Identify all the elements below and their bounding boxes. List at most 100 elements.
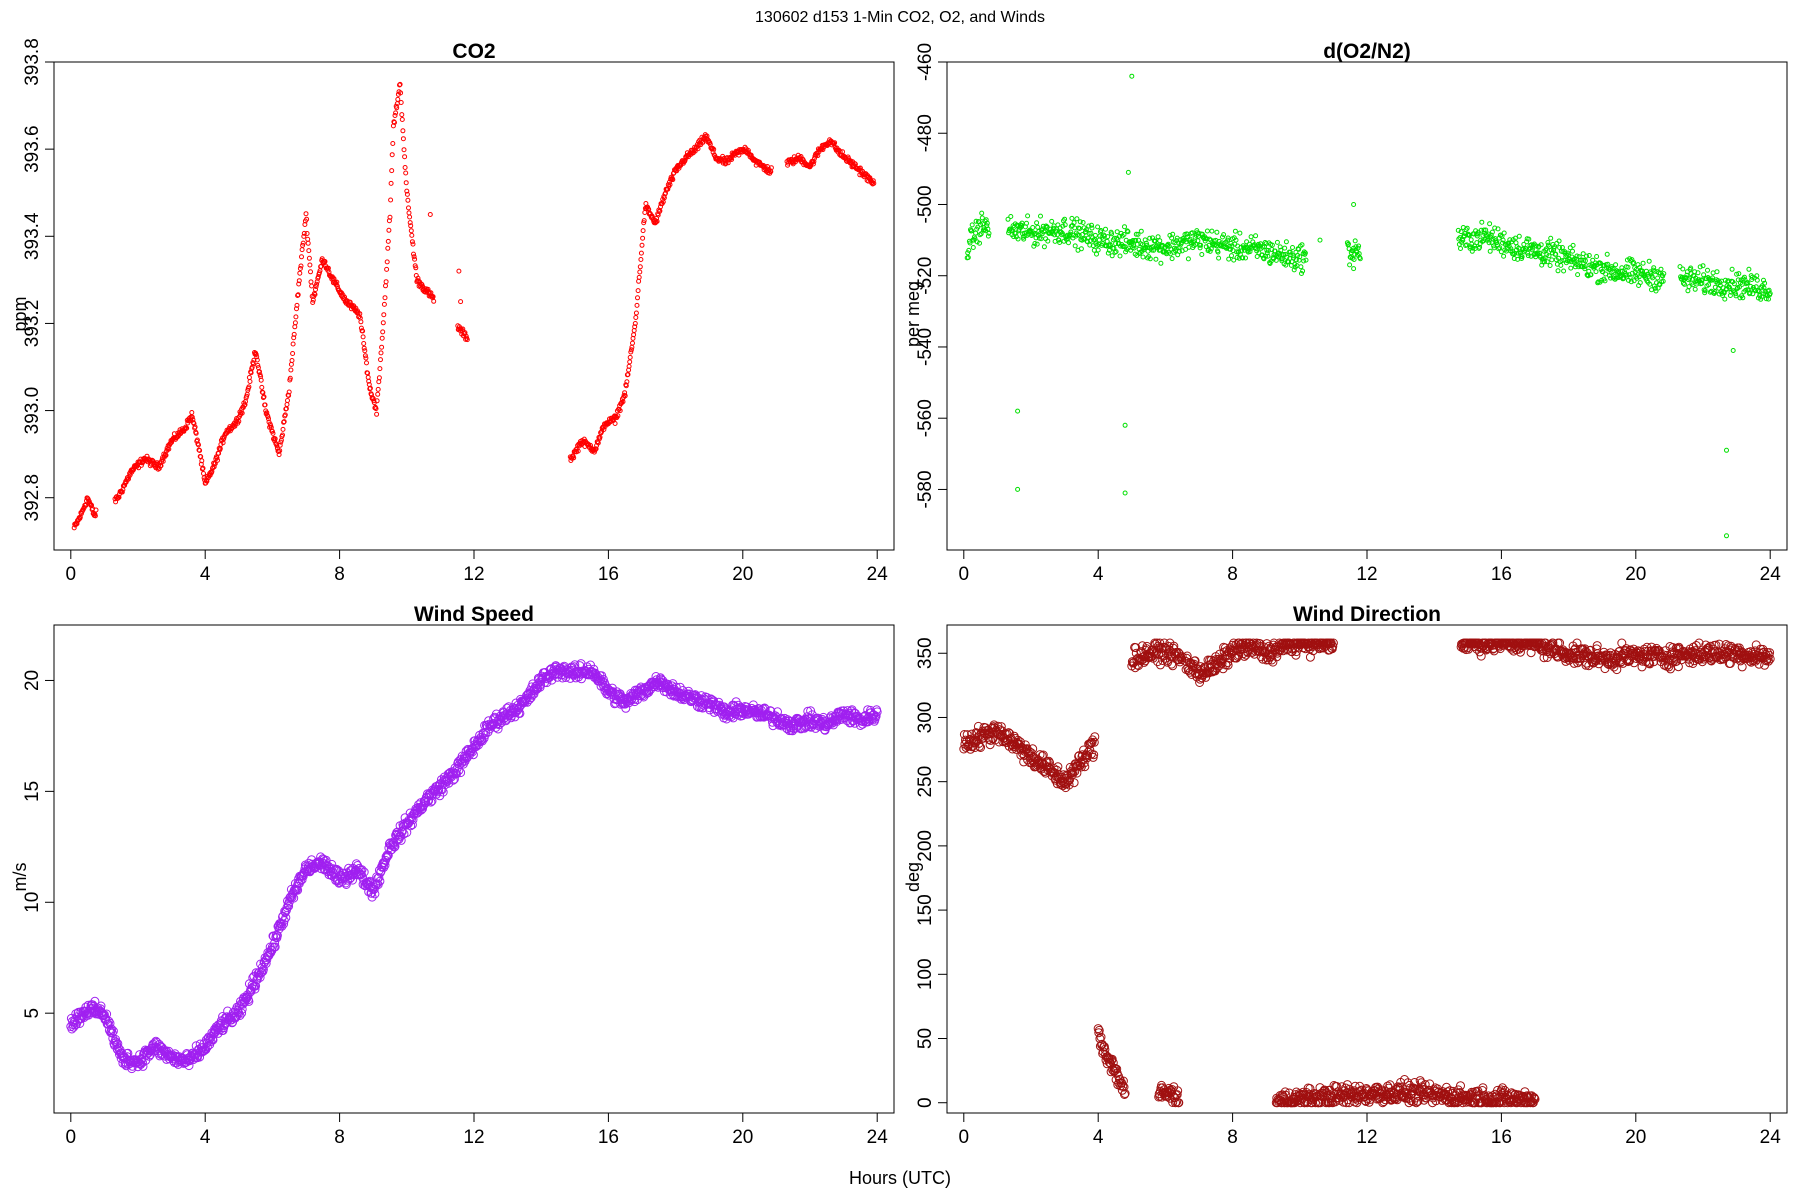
wind-speed-point: [407, 814, 417, 823]
wind-speed-point: [766, 706, 776, 716]
wind-speed-point: [402, 828, 412, 837]
wind-direction-point: [1530, 1094, 1540, 1104]
o2-point: [1733, 293, 1739, 299]
wind-direction-point: [1120, 1090, 1129, 1099]
o2-point: [966, 247, 972, 253]
co2-point: [638, 250, 644, 256]
o2-point: [1227, 243, 1233, 249]
wind-direction-point: [1158, 656, 1168, 665]
o2-point: [1540, 259, 1546, 265]
wind-direction-point: [1328, 638, 1338, 648]
o2-point: [1593, 269, 1599, 275]
wind-speed-x-tick-label: 20: [732, 1127, 753, 1148]
o2-point: [1044, 224, 1050, 230]
o2-point: [985, 226, 991, 232]
o2-point: [1226, 256, 1232, 262]
o2-point: [1538, 242, 1544, 248]
o2-point: [1458, 246, 1463, 251]
wind-direction-point: [1395, 1082, 1405, 1092]
o2-point: [1239, 248, 1245, 254]
co2-point: [376, 379, 382, 385]
wind-speed-point: [96, 1001, 106, 1011]
o2-point: [1151, 247, 1157, 253]
wind-direction-point: [1400, 1075, 1409, 1084]
o2-point: [1655, 275, 1661, 281]
co2-point: [301, 233, 307, 239]
co2-point: [622, 390, 628, 396]
x-axis-label: Hours (UTC): [849, 1168, 951, 1188]
co2-point: [301, 230, 307, 236]
o2-point: [1072, 225, 1078, 231]
o2-point: [1629, 270, 1635, 276]
o2-x-tick-label: 24: [1760, 564, 1782, 585]
co2-point: [290, 351, 296, 356]
o2-point: [1568, 265, 1574, 271]
co2-point: [628, 347, 634, 353]
co2-point: [409, 239, 415, 245]
co2-point: [387, 214, 393, 220]
co2-point: [303, 211, 309, 217]
o2-point: [1095, 247, 1101, 253]
wind-direction-point: [1413, 1096, 1423, 1106]
o2-point: [1625, 264, 1631, 270]
co2-point: [390, 141, 396, 146]
co2-point: [383, 279, 389, 285]
o2-point: [1602, 278, 1608, 284]
o2-point: [1258, 241, 1264, 247]
co2-point: [711, 146, 717, 152]
o2-point: [1488, 232, 1494, 238]
co2-point: [265, 414, 271, 420]
o2-point: [1152, 238, 1158, 244]
wind-direction-point: [1034, 758, 1044, 768]
co2-point: [373, 406, 379, 412]
co2-point: [762, 164, 768, 170]
o2-point: [1015, 408, 1021, 414]
o2-point: [1169, 256, 1175, 262]
wind-direction-point: [1090, 732, 1100, 742]
o2-point: [1640, 260, 1646, 266]
o2-point: [1214, 229, 1220, 235]
o2-point: [1715, 280, 1721, 286]
o2-point: [1464, 225, 1470, 231]
o2-point: [1763, 296, 1769, 302]
co2-point: [615, 413, 621, 419]
co2-point: [768, 165, 774, 171]
co2-point: [367, 385, 373, 391]
o2-point: [1586, 253, 1592, 258]
wind-direction-x-tick-label: 16: [1491, 1127, 1512, 1148]
o2-point: [1734, 271, 1740, 277]
wind-speed-point: [374, 873, 384, 883]
o2-point: [1582, 258, 1588, 264]
co2-point: [622, 393, 628, 399]
o2-point: [1122, 224, 1127, 230]
wind-speed-point: [250, 984, 260, 994]
co2-point: [871, 180, 877, 186]
o2-point: [1352, 238, 1358, 244]
co2-point: [253, 352, 259, 357]
o2-point: [1253, 233, 1259, 239]
o2-point: [1685, 288, 1691, 294]
wind-direction-x-tick-label: 4: [1093, 1127, 1104, 1148]
co2-point: [192, 424, 198, 430]
o2-point: [1725, 278, 1731, 284]
co2-point: [235, 415, 241, 421]
co2-point: [288, 361, 294, 367]
o2-point: [1207, 236, 1213, 242]
o2-point: [1234, 255, 1240, 260]
o2-point: [1741, 274, 1747, 280]
wind-speed-point: [379, 862, 389, 872]
co2-point: [431, 298, 437, 304]
o2-point: [1561, 268, 1567, 274]
wind-speed-point: [421, 798, 431, 808]
wind-speed-point: [277, 921, 287, 931]
figure-title: 130602 d153 1-Min CO2, O2, and Winds: [755, 9, 1045, 26]
co2-point: [290, 341, 296, 347]
wind-direction-point: [1498, 1083, 1507, 1093]
o2-point: [1290, 245, 1295, 250]
o2-point: [1229, 253, 1234, 259]
co2-point: [309, 283, 315, 289]
co2-point: [407, 220, 413, 226]
co2-point: [312, 292, 318, 297]
